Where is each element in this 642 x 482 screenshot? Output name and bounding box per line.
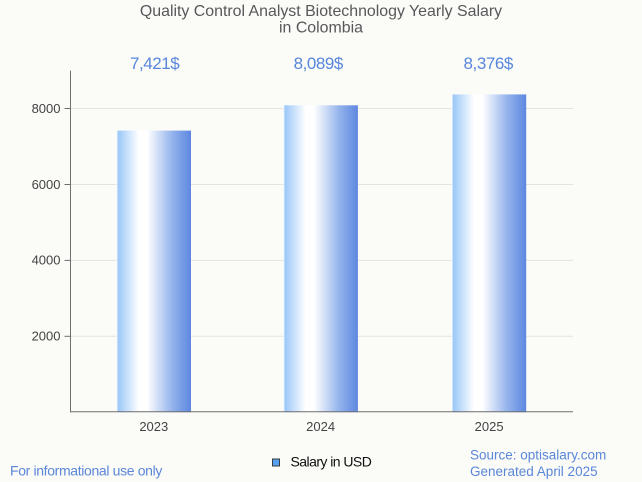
svg-text:4000: 4000 xyxy=(32,253,61,268)
svg-text:2024: 2024 xyxy=(306,419,335,434)
svg-text:2025: 2025 xyxy=(475,419,504,434)
svg-text:2000: 2000 xyxy=(32,329,61,344)
svg-text:Generated April 2025: Generated April 2025 xyxy=(470,464,598,479)
svg-text:8000: 8000 xyxy=(32,101,61,116)
svg-text:in Colombia: in Colombia xyxy=(279,19,363,36)
svg-text:For informational use only: For informational use only xyxy=(10,463,162,479)
svg-text:2023: 2023 xyxy=(139,419,168,434)
svg-text:7,421$: 7,421$ xyxy=(130,54,180,73)
svg-text:8,089$: 8,089$ xyxy=(294,54,344,73)
svg-text:Source: optisalary.com: Source: optisalary.com xyxy=(470,448,606,463)
svg-text:8,376$: 8,376$ xyxy=(464,54,514,73)
svg-text:Quality Control Analyst Biotec: Quality Control Analyst Biotechnology Ye… xyxy=(140,3,502,20)
svg-text:Salary in USD: Salary in USD xyxy=(291,453,372,469)
svg-text:6000: 6000 xyxy=(32,177,61,192)
